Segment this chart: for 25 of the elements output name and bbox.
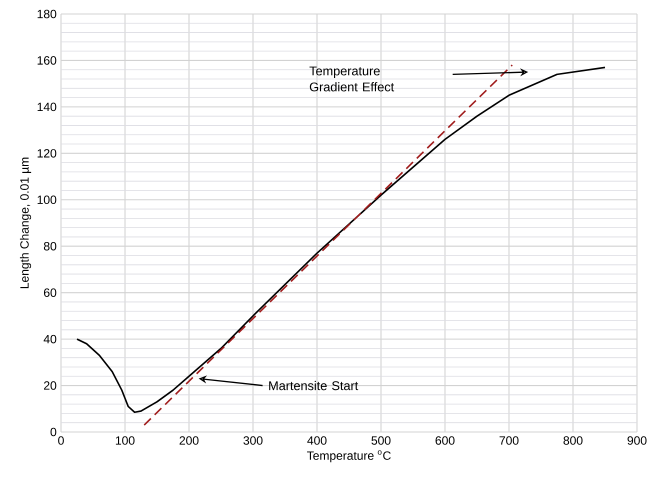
annotation: Temperature Gradient Effect xyxy=(310,66,394,92)
y-tick-label: 140 xyxy=(38,102,56,112)
y-axis-title: Length Change, 0.01 µm xyxy=(20,158,32,288)
line-series xyxy=(76,66,606,414)
x-tick-label: 600 xyxy=(436,436,455,445)
x-tick-label: 300 xyxy=(243,436,263,445)
y-tick-label: 40 xyxy=(44,334,56,344)
x-tick-label: 400 xyxy=(307,436,327,445)
y-tick-label: 20 xyxy=(44,381,56,390)
x-tick-label: 800 xyxy=(564,436,583,445)
y-tick-label: 60 xyxy=(44,288,56,297)
annotation: Martensite Start xyxy=(269,380,358,390)
x-tick-label: 0 xyxy=(58,436,64,445)
x-axis-title: Temperature $^{o}$C xyxy=(307,450,391,462)
y-tick-label: 0 xyxy=(50,428,56,436)
x-tick-label: 700 xyxy=(500,436,519,445)
y-tick-label: 80 xyxy=(44,242,56,250)
y-tick-label: 160 xyxy=(38,56,56,65)
x-tick-label: 500 xyxy=(371,436,391,445)
y-tick-label: 120 xyxy=(38,149,56,158)
y-tick-label: 180 xyxy=(38,10,56,18)
x-tick-label: 900 xyxy=(628,436,647,445)
y-tick-label: 100 xyxy=(38,196,56,204)
x-tick-label: 200 xyxy=(180,436,199,445)
x-tick-label: 100 xyxy=(116,436,135,445)
